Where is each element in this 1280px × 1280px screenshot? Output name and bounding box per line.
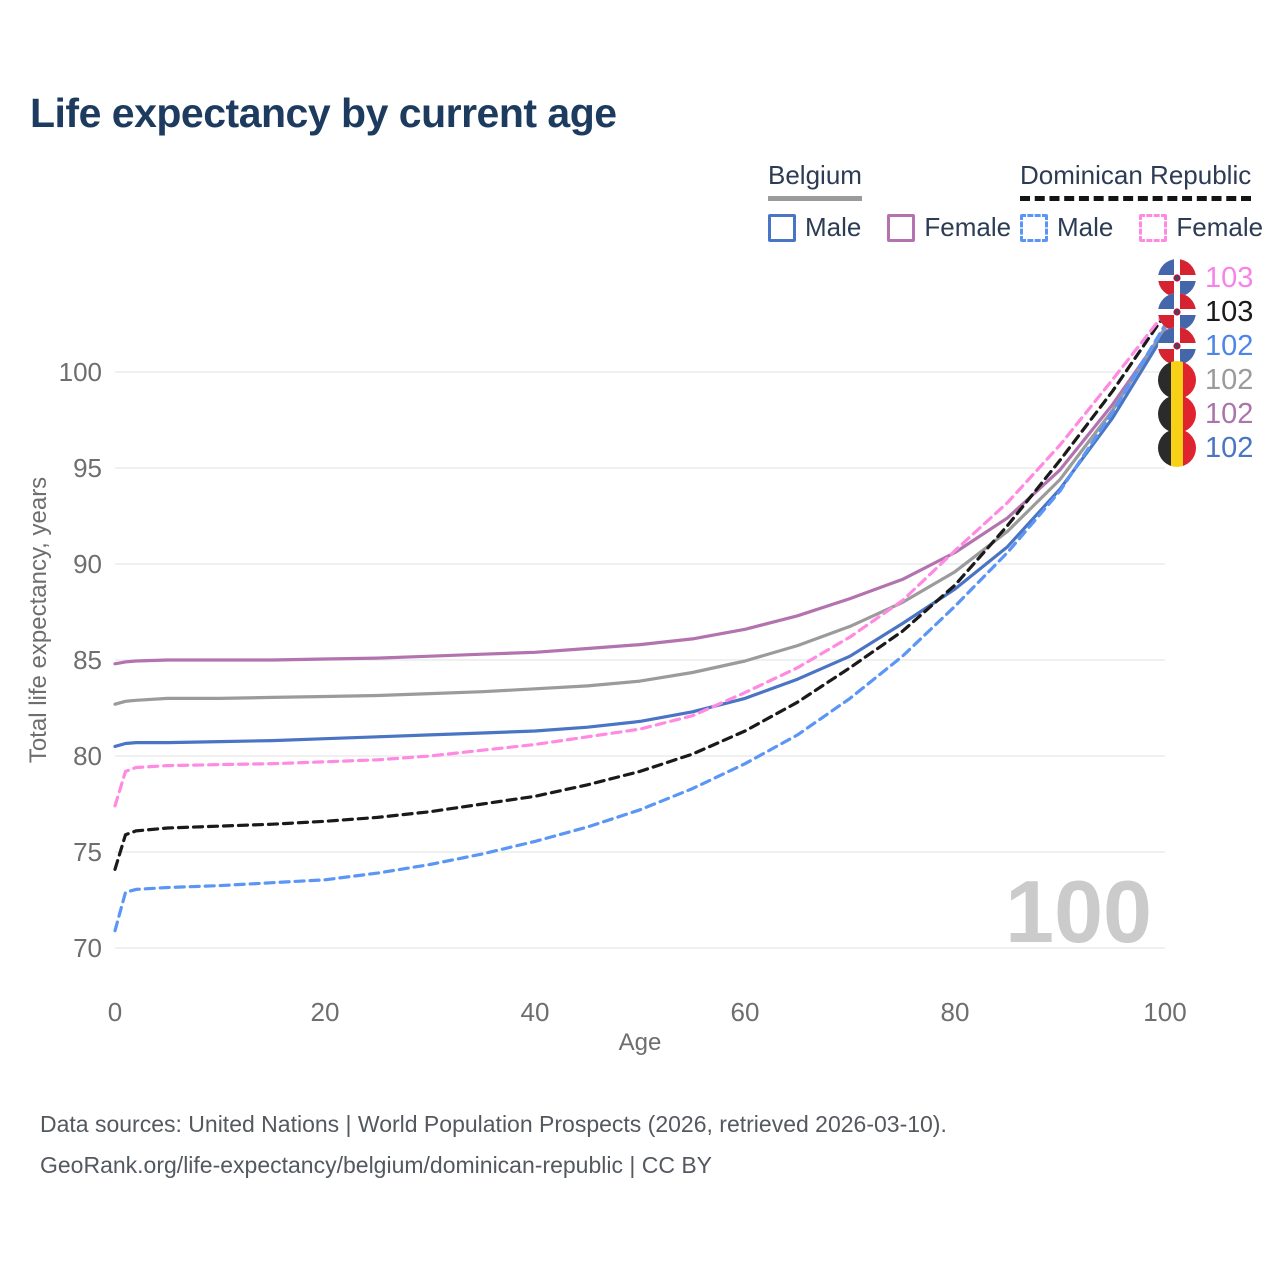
series-line-belgium-male (113, 331, 1167, 749)
end-value-label: 102 (1205, 432, 1254, 464)
belgium-female-swatch-icon (887, 213, 916, 242)
end-label-row: 102 (1158, 428, 1253, 468)
legend-item-belgium-female[interactable]: Female (887, 212, 1011, 243)
y-tick-label-75: 75 (73, 837, 102, 867)
end-value-label: 102 (1205, 330, 1254, 362)
end-value-label: 103 (1205, 262, 1254, 294)
end-label-row: 102 (1158, 326, 1253, 366)
footer: Data sources: United Nations | World Pop… (40, 1104, 947, 1186)
dominican-republic-female-swatch-icon (1139, 213, 1168, 242)
y-tick-label-90: 90 (73, 549, 102, 579)
end-value-label: 103 (1205, 296, 1254, 328)
belgium-flag-icon (1158, 395, 1196, 433)
legend-item-label: Male (1057, 212, 1114, 242)
x-tick-label-80: 80 (941, 997, 970, 1027)
legend-item-dominican-republic-male[interactable]: Male (1020, 212, 1113, 243)
end-label-row: 103 (1158, 292, 1253, 332)
dominican-republic-flag-icon (1158, 327, 1196, 365)
end-label-row: 102 (1158, 394, 1253, 434)
legend-group-belgium: Belgium Male Female (768, 160, 1011, 243)
y-tick-label-70: 70 (73, 933, 102, 963)
end-value-label: 102 (1205, 398, 1254, 430)
x-tick-label-20: 20 (311, 997, 340, 1027)
series-line-dominican-republic-female (113, 310, 1167, 808)
belgium-male-swatch-icon (768, 213, 796, 242)
page-title: Life expectancy by current age (30, 90, 617, 136)
x-tick-label-60: 60 (731, 997, 760, 1027)
legend-country-dominican-republic: Dominican Republic (1020, 160, 1252, 201)
legend-item-label: Female (1176, 212, 1264, 242)
end-value-label: 102 (1205, 364, 1254, 396)
y-axis-title: Total life expectancy, years (25, 477, 52, 763)
series-line-dominican-republic-male (113, 323, 1167, 933)
belgium-flag-icon (1158, 361, 1196, 399)
legend-group-dominican-republic: Dominican Republic Male Female (1020, 160, 1263, 243)
legend-item-dominican-republic-female[interactable]: Female (1139, 212, 1263, 243)
end-label-row: 102 (1158, 360, 1253, 400)
x-tick-label-40: 40 (521, 997, 550, 1027)
end-label-row: 103 (1158, 258, 1253, 298)
y-tick-label-95: 95 (73, 453, 102, 483)
data-sources-text: Data sources: United Nations | World Pop… (40, 1111, 947, 1137)
watermark-age-counter: 100 (1005, 862, 1152, 961)
legend-item-belgium-male[interactable]: Male (768, 212, 861, 243)
series-line-belgium-both-sexes (113, 326, 1167, 706)
legend-item-label: Male (805, 212, 862, 242)
dominican-republic-flag-icon (1158, 293, 1196, 331)
belgium-flag-icon (1158, 429, 1196, 467)
y-tick-label-80: 80 (73, 741, 102, 771)
attribution-text: GeoRank.org/life-expectancy/belgium/domi… (40, 1152, 713, 1178)
legend-row-belgium: Male Female (768, 212, 1011, 243)
x-tick-label-0: 0 (108, 997, 122, 1027)
x-axis-title: Age (619, 1029, 662, 1056)
legend-item-label: Female (924, 212, 1012, 242)
x-tick-label-100: 100 (1143, 997, 1186, 1027)
dominican-republic-flag-icon (1158, 259, 1196, 297)
legend-row-dominican-republic: Male Female (1020, 212, 1263, 243)
series-line-belgium-female (113, 328, 1167, 666)
y-tick-label-100: 100 (59, 357, 102, 387)
y-tick-label-85: 85 (73, 645, 102, 675)
series-line-dominican-republic-both-sexes (113, 312, 1167, 871)
dominican-republic-male-swatch-icon (1020, 213, 1048, 242)
legend-country-belgium: Belgium (768, 160, 862, 201)
